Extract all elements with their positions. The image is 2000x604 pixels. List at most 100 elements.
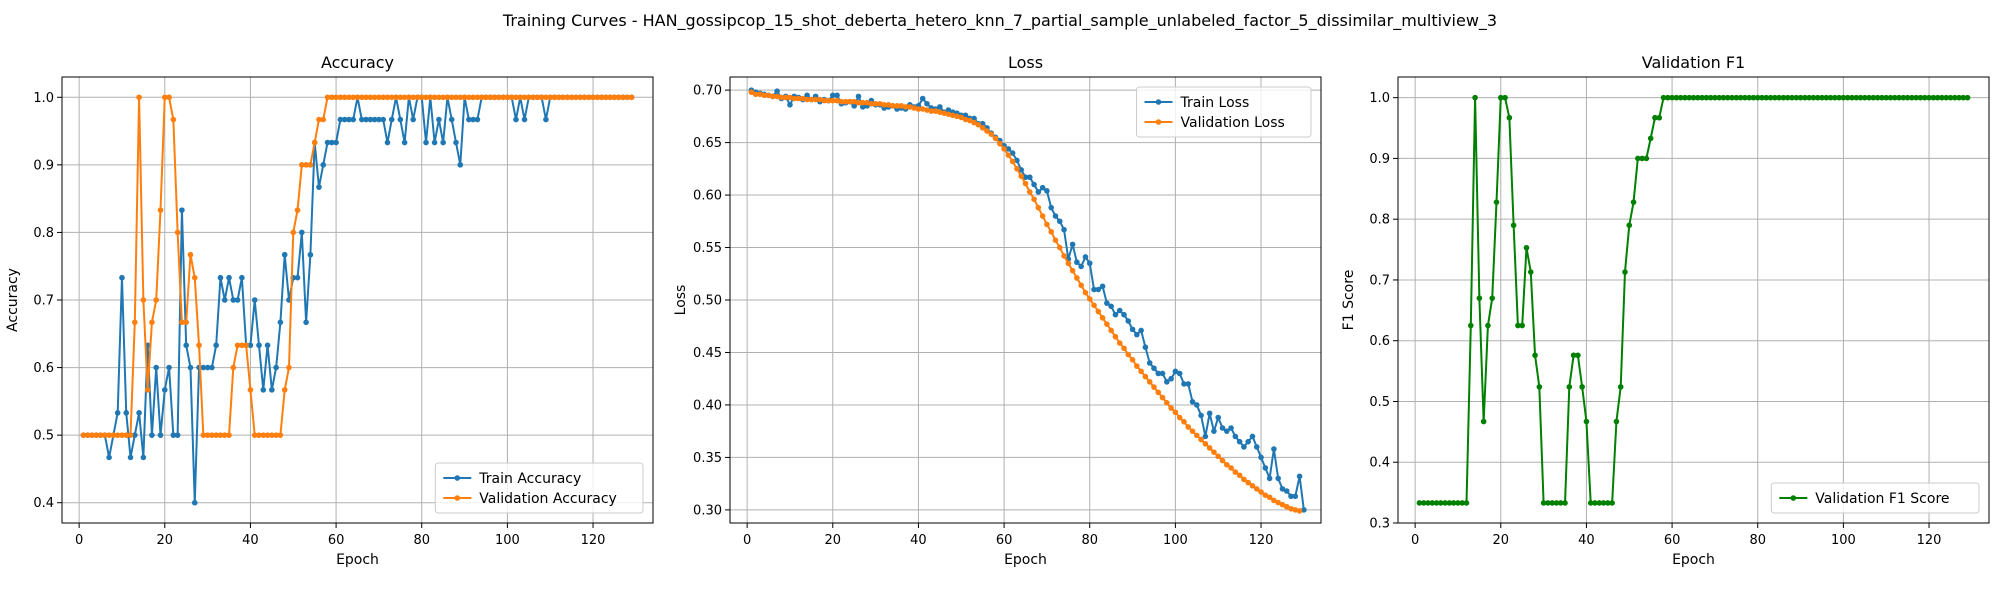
data-point — [1446, 500, 1453, 506]
data-point — [1253, 444, 1260, 450]
data-point — [1044, 221, 1050, 228]
data-point — [1746, 94, 1752, 101]
data-point — [1806, 94, 1812, 101]
data-point — [877, 100, 883, 107]
data-point — [1536, 384, 1543, 390]
data-point — [1048, 228, 1054, 235]
data-point — [894, 103, 900, 109]
data-point — [1540, 500, 1547, 506]
data-point — [1759, 94, 1765, 101]
legend-item-validation-accuracy: Validation Accuracy — [443, 491, 617, 507]
data-point — [962, 116, 969, 123]
data-point — [1840, 94, 1847, 101]
data-point — [1557, 500, 1564, 506]
data-point — [264, 342, 271, 349]
data-point — [1125, 318, 1132, 324]
data-point — [838, 98, 845, 105]
data-point — [1035, 204, 1042, 211]
data-point — [423, 94, 429, 101]
data-point — [1579, 384, 1585, 390]
legend-item-train-accuracy: Train Accuracy — [443, 471, 581, 487]
data-point — [136, 410, 142, 416]
data-point — [919, 106, 926, 112]
data-point — [1934, 94, 1941, 101]
data-point — [320, 116, 327, 123]
data-point — [791, 95, 798, 102]
data-point — [119, 432, 125, 438]
data-point — [234, 342, 241, 349]
y-axis: 0.4 0.5 0.6 0.7 0.8 0.9 1.0 — [33, 91, 62, 511]
data-point — [221, 297, 228, 303]
data-point — [1699, 94, 1705, 101]
data-point — [997, 140, 1003, 147]
data-point — [1780, 94, 1787, 101]
data-point — [1455, 500, 1461, 506]
data-point — [526, 94, 532, 101]
data-point — [170, 116, 177, 123]
data-point — [209, 364, 215, 371]
x-tick-label: 20 — [825, 533, 842, 548]
data-point — [1468, 322, 1474, 329]
data-point — [1279, 501, 1286, 508]
data-point — [757, 91, 763, 98]
data-point — [470, 116, 476, 123]
data-point — [1857, 94, 1864, 101]
x-tick-label: 80 — [1749, 533, 1766, 548]
data-point — [1742, 94, 1748, 101]
data-point — [1669, 94, 1675, 101]
data-point — [937, 104, 943, 110]
data-point — [1862, 94, 1868, 101]
data-point — [363, 116, 369, 123]
data-point — [299, 162, 305, 168]
data-point — [881, 102, 887, 108]
data-point — [200, 432, 207, 438]
y-tick-label: 0.6 — [33, 361, 54, 376]
data-point — [752, 91, 759, 98]
data-point — [466, 116, 472, 123]
data-point — [508, 94, 515, 101]
data-point — [568, 94, 575, 101]
data-point — [337, 94, 344, 101]
data-point — [251, 432, 258, 438]
x-tick-label: 40 — [910, 533, 927, 548]
series-validation-f1-score — [1416, 94, 1971, 506]
data-point — [1129, 326, 1136, 333]
data-point — [388, 94, 395, 101]
data-point — [1056, 244, 1063, 251]
data-point — [1223, 461, 1230, 468]
data-point — [628, 94, 635, 101]
data-point — [962, 112, 969, 119]
data-point — [1553, 500, 1560, 506]
data-point — [1596, 500, 1603, 506]
y-tick-label: 0.60 — [693, 189, 722, 204]
data-point — [453, 94, 459, 101]
data-point — [834, 92, 840, 99]
legend-box — [434, 462, 644, 514]
data-point — [1844, 94, 1851, 101]
data-point — [1283, 488, 1290, 494]
chart-loss: 0 20 40 60 80 100 1200.300.350.400.450.500.550… — [673, 53, 1322, 568]
data-point — [1018, 167, 1025, 173]
data-point — [153, 297, 160, 303]
data-point — [1575, 352, 1581, 359]
legend-item-train-loss: Train Loss — [1144, 95, 1249, 111]
data-point — [1104, 300, 1110, 306]
legend-label: Validation F1 Score — [1815, 491, 1949, 507]
plot-frame — [1397, 76, 1990, 524]
data-point — [191, 274, 198, 281]
data-point — [821, 97, 828, 104]
data-point — [774, 93, 780, 100]
data-point — [294, 207, 301, 213]
data-point — [1104, 321, 1110, 327]
data-point — [958, 114, 965, 121]
data-point — [307, 162, 314, 168]
data-point — [1151, 384, 1157, 390]
legend-label: Validation Loss — [1181, 115, 1285, 131]
data-point — [470, 94, 476, 101]
data-point — [230, 297, 237, 303]
data-point — [286, 364, 292, 371]
data-point — [774, 88, 780, 94]
data-point — [1463, 500, 1470, 506]
legend-item-validation-loss: Validation Loss — [1144, 115, 1285, 131]
data-point — [1643, 155, 1650, 162]
